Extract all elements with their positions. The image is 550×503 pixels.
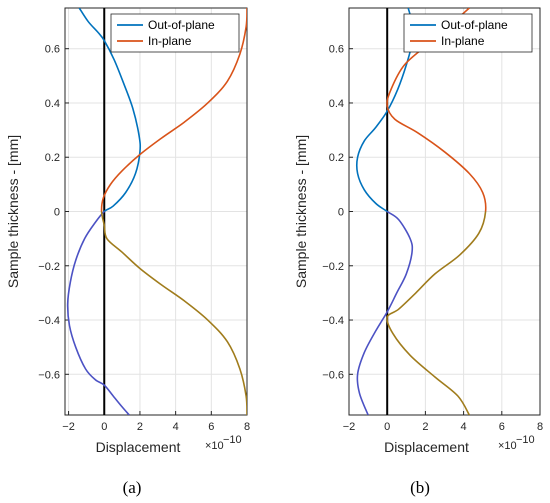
x-tick-label: 4 [173,421,179,433]
series-out-of-plane-lower [66,211,130,415]
y-tick-label: −0.6 [38,369,60,381]
series-group [66,8,247,415]
legend: Out-of-plane In-plane [403,13,533,53]
series-out-of-plane-line-upper [78,8,142,212]
y-axis-label: Sample thickness - [mm] [5,135,21,288]
series-out-of-plane-upper [355,8,415,212]
y-tick-label: 0.6 [329,44,344,56]
x-tick-label: 0 [384,421,390,433]
series-in-plane-lower [100,211,247,415]
series-out-of-plane-lower [356,211,414,415]
x-tick-label: 6 [499,421,505,433]
panel-label: (a) [123,478,142,497]
series-in-plane-lower [386,211,487,415]
series-in-plane-line-lower [386,211,487,415]
panel-label: (b) [410,478,430,497]
x-axis-exponent-power: −10 [223,434,242,446]
series-out-of-plane-line-lower [66,211,130,415]
y-tick-label: −0.2 [322,261,344,273]
series-in-plane-line-upper [100,8,247,212]
y-tick-label: −0.4 [38,315,60,327]
series-in-plane-line-upper [386,8,487,212]
x-tick-label: 0 [101,421,107,433]
y-tick-label: 0.4 [329,98,344,110]
panel-b: −2 0 2 4 6 8 −0.6 −0.4 −0.2 0 0.2 0.4 0.6 Out-of-plan… [293,7,543,497]
x-axis-label: Displacement [96,439,181,455]
x-tick-label: 8 [244,421,250,433]
series-in-plane-upper [100,8,247,212]
x-tick-label: −2 [343,421,356,433]
y-tick-label: 0.4 [45,98,60,110]
legend-box [110,13,240,53]
legend-label: In-plane [148,34,192,48]
y-tick-label: 0 [338,207,344,219]
x-tick-label: −2 [62,421,75,433]
legend: Out-of-plane In-plane [110,13,240,53]
legend-label: Out-of-plane [148,18,215,32]
x-axis-exponent: ×10 [498,440,517,452]
legend-label: Out-of-plane [441,18,508,32]
series-group [355,8,487,415]
series-out-of-plane-line-lower [356,211,414,415]
x-tick-label: 4 [461,421,467,433]
y-tick-label: 0.2 [329,152,344,164]
x-tick-label: 6 [208,421,214,433]
x-tick-label: 2 [137,421,143,433]
x-axis-label: Displacement [384,439,469,455]
x-axis-exponent-power: −10 [516,434,535,446]
y-tick-label: −0.4 [322,315,344,327]
panel-a: −2 0 2 4 6 8 −0.6 −0.4 −0.2 0 0.2 0.4 0.6 Out-of-plan… [5,7,250,497]
y-axis-label: Sample thickness - [mm] [293,135,309,288]
series-out-of-plane-upper [78,8,142,212]
y-tick-label: −0.2 [38,261,60,273]
grid [65,8,248,415]
series-out-of-plane-line-upper [355,8,415,212]
grid [348,8,541,415]
legend-box [403,13,533,53]
y-tick-label: 0 [54,207,60,219]
legend-label: In-plane [441,34,485,48]
x-tick-label: 2 [422,421,428,433]
x-axis-exponent: ×10 [205,440,224,452]
series-in-plane-line-lower [100,211,247,415]
y-tick-label: 0.6 [45,44,60,56]
series-in-plane-upper [386,8,487,212]
x-tick-label: 8 [537,421,543,433]
y-tick-label: −0.6 [322,369,344,381]
y-tick-label: 0.2 [45,152,60,164]
